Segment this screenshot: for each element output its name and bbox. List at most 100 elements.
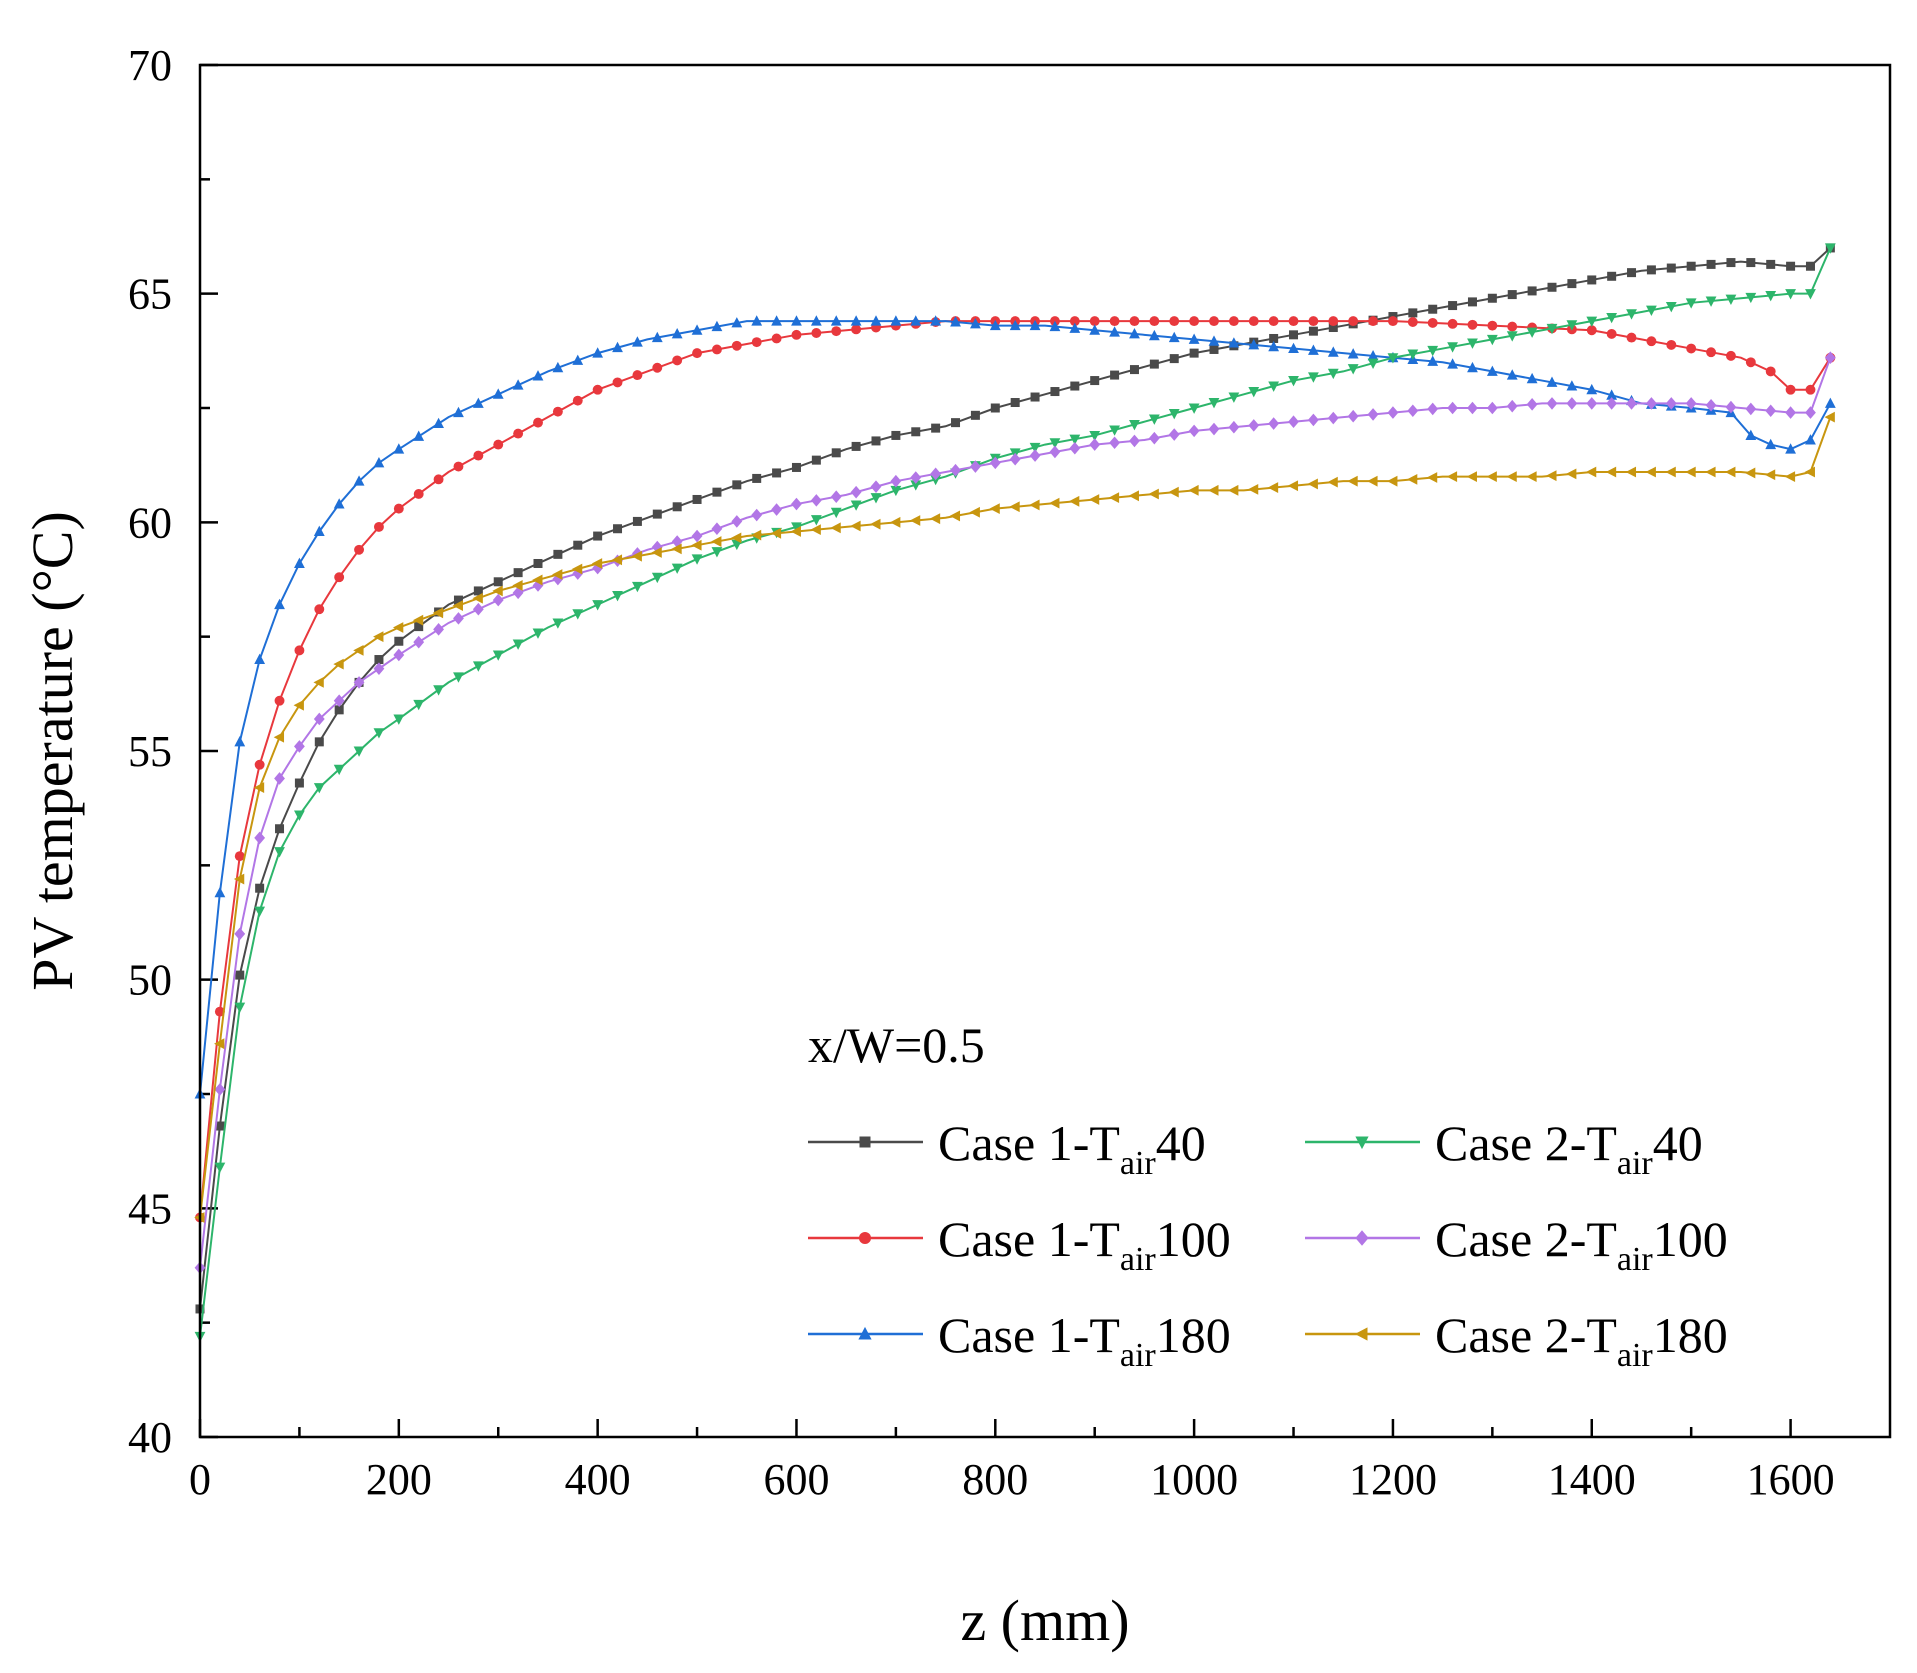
data-point [1428, 304, 1438, 314]
data-point [1526, 372, 1538, 384]
data-point [1546, 470, 1557, 482]
data-point [1109, 436, 1120, 450]
data-point [671, 563, 683, 574]
data-point [1308, 316, 1319, 327]
data-point [353, 676, 365, 689]
data-point [970, 410, 980, 420]
data-point [790, 526, 801, 537]
data-point [493, 439, 504, 450]
data-point [254, 831, 266, 845]
data-point [1586, 383, 1598, 395]
data-point [1685, 397, 1697, 410]
legend-label-main: Case 2-T [1435, 1211, 1617, 1267]
data-point [731, 340, 742, 351]
data-point [1725, 400, 1737, 414]
data-point [1308, 326, 1318, 336]
data-point [253, 782, 265, 793]
legend-label-value: 40 [1653, 1115, 1703, 1171]
data-point [1367, 408, 1379, 421]
data-point [1248, 387, 1260, 398]
data-point [1129, 328, 1140, 339]
data-point [1129, 419, 1140, 431]
data-point [1327, 368, 1339, 380]
data-point [353, 644, 364, 656]
data-point [632, 336, 643, 347]
data-point [1069, 316, 1080, 327]
data-point [393, 714, 405, 725]
data-point [433, 417, 444, 429]
data-point [1427, 345, 1439, 357]
data-point [612, 591, 623, 602]
data-point [1228, 484, 1239, 496]
legend-swatch-marker [1355, 1136, 1369, 1150]
data-point [691, 539, 702, 551]
data-point [214, 1006, 225, 1017]
data-point [1666, 339, 1677, 350]
data-point [453, 612, 464, 625]
legend-label: Case 1-Tair40 [938, 1115, 1206, 1182]
data-point [931, 423, 941, 433]
data-point [1725, 294, 1737, 306]
data-point [1566, 320, 1578, 331]
data-point [1247, 484, 1259, 495]
legend-label-subscript: air [1617, 1337, 1654, 1374]
data-point [711, 522, 723, 536]
data-point [1665, 301, 1677, 313]
data-point [1049, 438, 1061, 449]
data-point [1526, 398, 1538, 411]
data-point [1288, 342, 1299, 354]
data-point [612, 377, 623, 388]
data-point [552, 361, 564, 373]
data-point [1607, 271, 1617, 281]
data-point [393, 443, 405, 454]
data-point [1287, 480, 1299, 492]
data-point [1407, 317, 1418, 327]
data-point [1764, 469, 1776, 481]
legend-label-subscript: air [1617, 1145, 1654, 1182]
data-point [452, 600, 463, 611]
data-point [731, 317, 743, 328]
data-point [572, 354, 584, 365]
data-point [1049, 320, 1061, 332]
data-point [850, 500, 862, 511]
data-point [1766, 259, 1776, 269]
plot-frame [198, 63, 1892, 1439]
data-point [1168, 486, 1179, 498]
data-point [692, 494, 702, 504]
legend-label-main: Case 1-T [938, 1307, 1120, 1363]
data-point [850, 485, 862, 499]
data-point [1387, 475, 1398, 487]
data-point [711, 547, 723, 558]
data-point [831, 326, 842, 337]
data-point [334, 572, 345, 583]
data-point [909, 515, 921, 526]
data-point [294, 740, 305, 753]
data-point [1567, 279, 1577, 289]
data-point [1785, 384, 1796, 395]
data-point [870, 493, 882, 504]
data-point [951, 418, 961, 428]
data-point [1248, 339, 1260, 350]
data-point [1308, 344, 1319, 355]
data-point [492, 593, 504, 607]
data-point [512, 379, 524, 390]
data-point [532, 370, 544, 381]
x-tick-label: 0 [189, 1455, 211, 1504]
data-point [1188, 484, 1199, 496]
data-point [870, 518, 881, 530]
data-point [1208, 335, 1220, 346]
x-axis-title: z (mm) [960, 1588, 1129, 1653]
data-point [1705, 466, 1716, 478]
data-point [1108, 492, 1120, 504]
data-point [1228, 337, 1240, 348]
data-point [1585, 466, 1597, 478]
data-point [255, 883, 265, 893]
data-point [1407, 349, 1419, 360]
data-point [1805, 289, 1816, 300]
data-point [1586, 316, 1598, 327]
data-point [1606, 312, 1618, 324]
data-point [1109, 326, 1120, 337]
data-point [711, 320, 723, 332]
data-point [333, 764, 345, 776]
data-point [1627, 268, 1637, 278]
